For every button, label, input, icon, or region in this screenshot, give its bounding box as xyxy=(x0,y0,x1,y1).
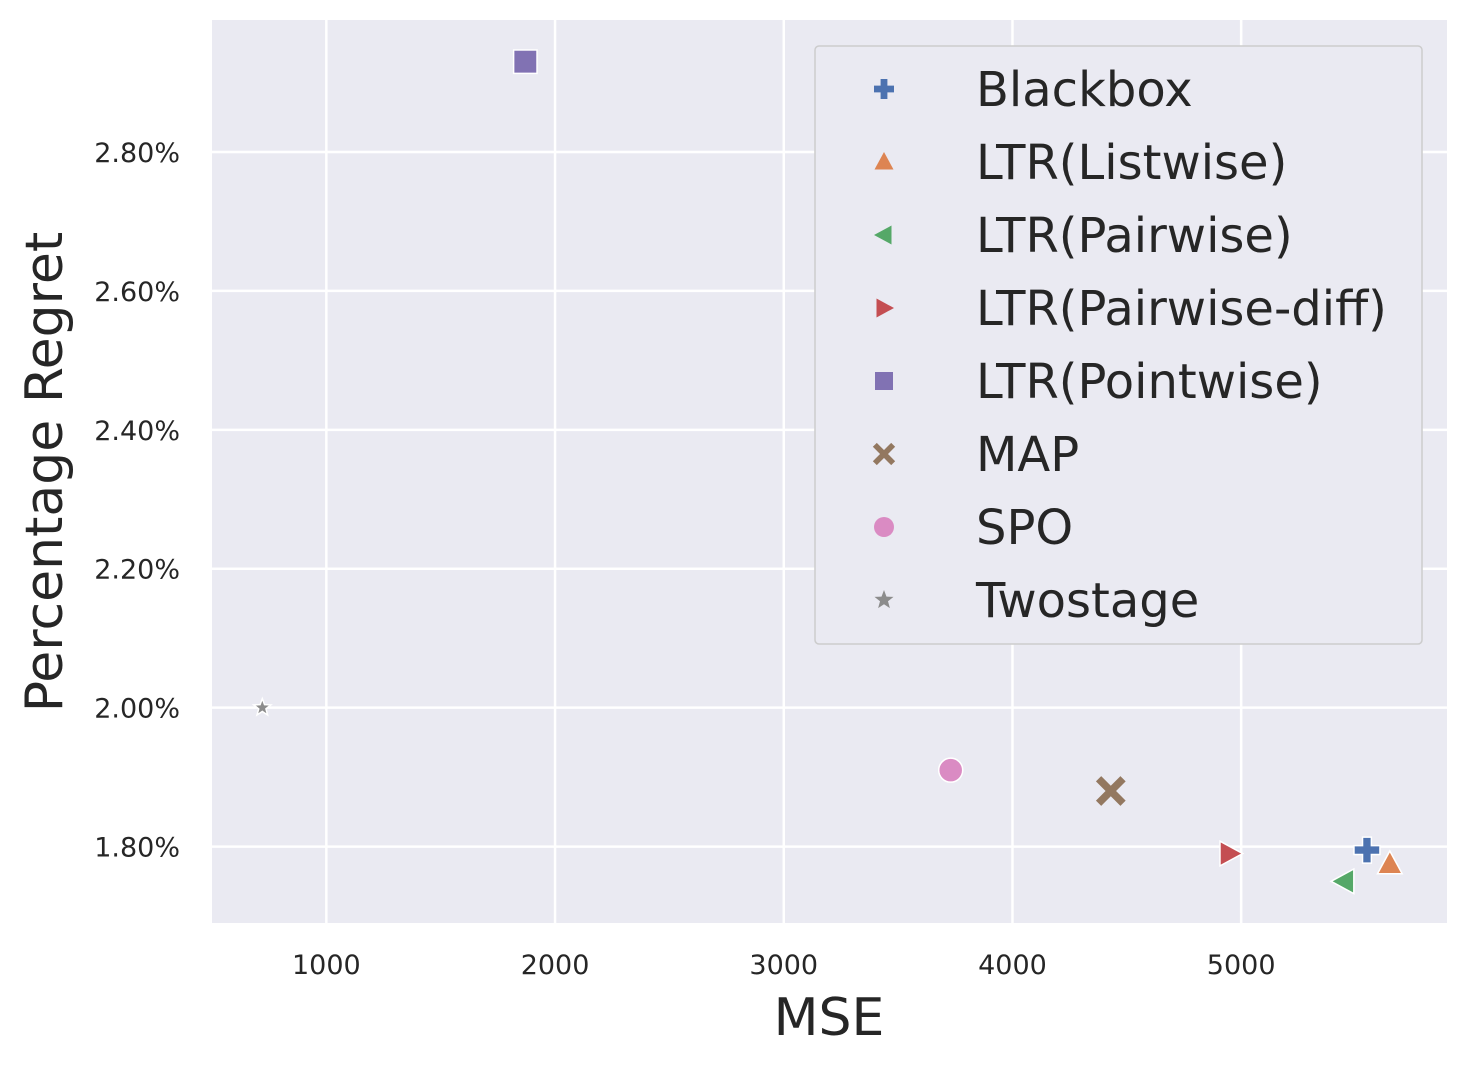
legend-marker xyxy=(874,225,892,245)
data-point xyxy=(1219,839,1245,868)
legend-label: Blackbox xyxy=(976,62,1193,118)
legend: Blackbox LTR(Listwise) LTR(Pairwise) LTR(Pa… xyxy=(814,45,1423,645)
data-point xyxy=(251,696,273,717)
x-tick-label: 3000 xyxy=(749,950,818,981)
y-tick-label: 2.60% xyxy=(94,277,180,308)
legend-label: LTR(Pairwise-diff) xyxy=(976,281,1387,337)
legend-label: LTR(Pairwise) xyxy=(976,208,1293,264)
legend-box xyxy=(814,45,1423,645)
legend-label: LTR(Pointwise) xyxy=(976,354,1323,410)
legend-label: MAP xyxy=(976,427,1079,483)
legend-marker xyxy=(876,298,894,318)
y-tick-labels: 1.80% 2.00% 2.20% 2.40% 2.60% 2.80% xyxy=(94,138,180,864)
data-point xyxy=(937,757,964,783)
data-point xyxy=(1329,867,1355,895)
data-point xyxy=(1095,776,1126,806)
y-tick-label: 2.00% xyxy=(94,694,180,725)
data-point xyxy=(512,49,538,75)
legend-marker xyxy=(872,442,896,466)
legend-label: Twostage xyxy=(975,573,1199,629)
y-tick-label: 2.80% xyxy=(94,138,180,169)
x-tick-label: 1000 xyxy=(292,950,361,981)
x-tick-label: 4000 xyxy=(978,950,1047,981)
legend-marker xyxy=(874,590,894,609)
y-tick-label: 2.20% xyxy=(94,555,180,586)
legend-label: SPO xyxy=(976,500,1073,556)
legend-marker xyxy=(874,152,894,170)
legend-marker xyxy=(875,372,893,390)
data-point xyxy=(1353,836,1381,864)
y-axis-label: Percentage Regret xyxy=(15,232,75,712)
y-tick-label: 2.40% xyxy=(94,416,180,447)
x-tick-label: 5000 xyxy=(1207,950,1276,981)
data-point xyxy=(1376,849,1404,875)
x-axis-label: MSE xyxy=(774,988,885,1048)
y-tick-label: 1.80% xyxy=(94,833,180,864)
legend-marker xyxy=(874,79,894,99)
legend-label: LTR(Listwise) xyxy=(976,135,1287,191)
legend-marker xyxy=(874,517,894,537)
data-points xyxy=(251,49,1404,895)
x-tick-label: 2000 xyxy=(521,950,590,981)
x-tick-labels: 1000 2000 3000 4000 5000 xyxy=(292,950,1276,981)
